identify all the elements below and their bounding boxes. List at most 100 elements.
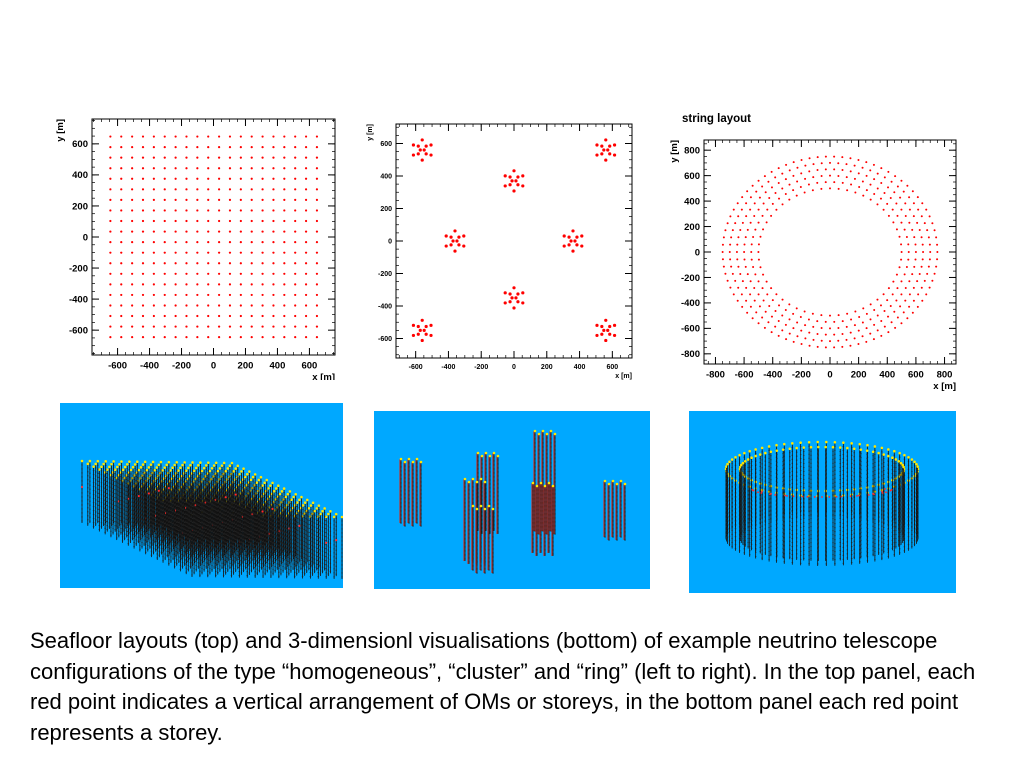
storey bbox=[92, 501, 95, 504]
data-point bbox=[837, 175, 840, 178]
storey bbox=[120, 504, 123, 507]
plot-frame bbox=[91, 118, 336, 356]
data-point bbox=[228, 188, 232, 191]
data-point bbox=[315, 198, 319, 201]
data-point bbox=[185, 188, 188, 191]
data-point bbox=[792, 327, 795, 330]
storey bbox=[150, 495, 152, 498]
data-point bbox=[849, 331, 852, 334]
data-point bbox=[250, 304, 253, 307]
storey bbox=[156, 494, 158, 497]
storey bbox=[158, 512, 160, 514]
storey bbox=[138, 481, 140, 483]
storey bbox=[181, 561, 184, 564]
data-point bbox=[872, 163, 875, 166]
storey bbox=[87, 523, 89, 525]
storey bbox=[136, 528, 138, 530]
data-point bbox=[239, 325, 242, 328]
storey bbox=[144, 517, 146, 519]
data-point bbox=[152, 156, 155, 159]
storey bbox=[122, 485, 124, 487]
data-point bbox=[217, 230, 221, 233]
data-point bbox=[304, 146, 308, 149]
storey bbox=[118, 491, 121, 493]
data-point bbox=[880, 320, 883, 323]
storey bbox=[126, 479, 128, 482]
storey bbox=[102, 499, 105, 501]
data-point bbox=[889, 197, 892, 200]
data-point bbox=[771, 299, 774, 302]
storey bbox=[199, 570, 201, 572]
data-point bbox=[820, 175, 823, 178]
data-point bbox=[109, 230, 112, 233]
storey bbox=[136, 521, 138, 523]
data-point bbox=[163, 156, 166, 159]
data-point bbox=[250, 135, 253, 138]
storey bbox=[180, 538, 183, 540]
data-point bbox=[196, 293, 199, 297]
data-point bbox=[152, 325, 155, 328]
storey bbox=[108, 498, 111, 500]
storey bbox=[81, 468, 83, 470]
y-tick-label: 0 bbox=[695, 247, 700, 258]
storey bbox=[112, 480, 115, 483]
storey bbox=[147, 533, 150, 536]
data-point bbox=[861, 166, 864, 169]
storey bbox=[231, 559, 233, 562]
data-point bbox=[807, 183, 810, 186]
data-point bbox=[185, 241, 188, 244]
data-point bbox=[754, 228, 757, 231]
storey bbox=[148, 474, 150, 477]
data-point bbox=[207, 219, 210, 223]
data-point bbox=[294, 146, 297, 149]
storey bbox=[81, 476, 83, 478]
data-point bbox=[926, 272, 929, 275]
data-point bbox=[562, 234, 566, 238]
data-point bbox=[462, 234, 466, 238]
data-point bbox=[521, 174, 525, 178]
storey bbox=[195, 560, 197, 563]
data-point bbox=[272, 251, 275, 254]
storey bbox=[234, 565, 237, 567]
storey bbox=[239, 555, 241, 558]
y-tick-label: -400 bbox=[681, 298, 700, 309]
storey bbox=[214, 566, 217, 569]
storey bbox=[140, 526, 142, 529]
storey bbox=[146, 525, 148, 527]
storey bbox=[98, 484, 101, 487]
storey bbox=[161, 501, 164, 504]
storey bbox=[121, 540, 124, 542]
storey bbox=[104, 516, 107, 519]
storey bbox=[193, 571, 195, 573]
storey bbox=[223, 555, 225, 558]
storey bbox=[92, 517, 95, 520]
storey bbox=[163, 498, 166, 501]
data-point bbox=[746, 190, 749, 193]
data-point bbox=[185, 219, 188, 223]
storey bbox=[126, 519, 128, 522]
data-point bbox=[503, 184, 507, 188]
storey bbox=[132, 478, 134, 480]
data-point bbox=[283, 293, 286, 297]
data-point bbox=[152, 314, 155, 318]
data-point bbox=[250, 241, 253, 244]
data-point bbox=[879, 304, 882, 307]
storey bbox=[134, 511, 136, 514]
storey bbox=[150, 550, 153, 552]
storey bbox=[193, 556, 196, 558]
data-point bbox=[722, 236, 725, 239]
storey bbox=[98, 496, 101, 499]
storey bbox=[184, 537, 187, 539]
storey bbox=[229, 566, 231, 568]
storey bbox=[178, 541, 181, 543]
data-point bbox=[120, 167, 123, 170]
storey bbox=[181, 535, 183, 537]
data-point bbox=[174, 177, 177, 180]
storey bbox=[211, 561, 213, 563]
data-point bbox=[304, 272, 308, 275]
data-point bbox=[217, 304, 221, 307]
storey bbox=[146, 497, 148, 499]
data-point bbox=[514, 296, 518, 300]
data-point bbox=[185, 293, 188, 297]
storey bbox=[156, 522, 158, 525]
